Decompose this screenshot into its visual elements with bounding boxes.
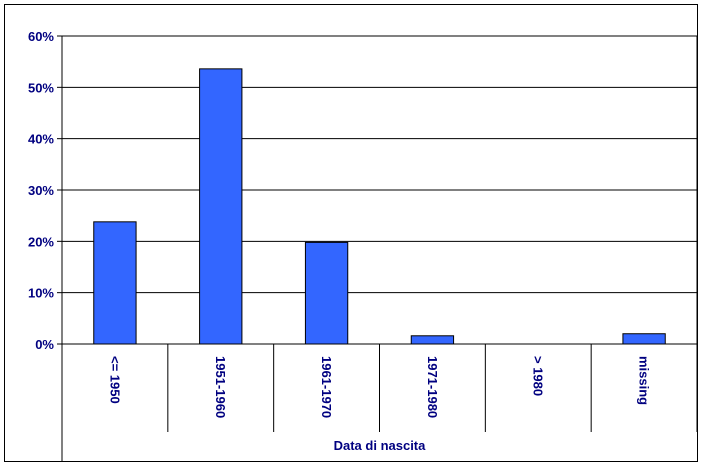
plot-area <box>61 35 698 345</box>
y-tick-label: 20% <box>28 234 54 249</box>
bar-1 <box>199 68 243 345</box>
y-tick-label: 60% <box>28 29 54 44</box>
y-tick-label: 40% <box>28 132 54 147</box>
x-category-label: > 1980 <box>531 356 546 396</box>
x-category-label: missing <box>637 356 652 405</box>
bar-2 <box>304 241 349 345</box>
x-category-label: 1951-1960 <box>213 356 228 418</box>
x-category-label: <= 1950 <box>107 356 122 404</box>
gridlines <box>62 86 697 294</box>
y-tick-label: 50% <box>28 80 54 95</box>
y-tick-label: 0% <box>35 337 54 352</box>
x-axis-title: Data di nascita <box>334 438 427 453</box>
bars <box>93 68 666 345</box>
x-category-label: 1961-1970 <box>319 356 334 418</box>
y-tick-label: 10% <box>28 286 54 301</box>
bar-5 <box>622 333 666 345</box>
x-category-label: 1971-1980 <box>425 356 440 418</box>
bar-0 <box>93 221 137 345</box>
bar-3 <box>410 335 455 345</box>
x-axis-categories: <= 1950 1951-1960 1961-1970 1971-1980 > 1980… <box>61 344 698 462</box>
y-axis-ticks: 0% 10% 20% 30% 40% 50% 60% <box>28 29 62 352</box>
y-tick-label: 30% <box>28 183 54 198</box>
